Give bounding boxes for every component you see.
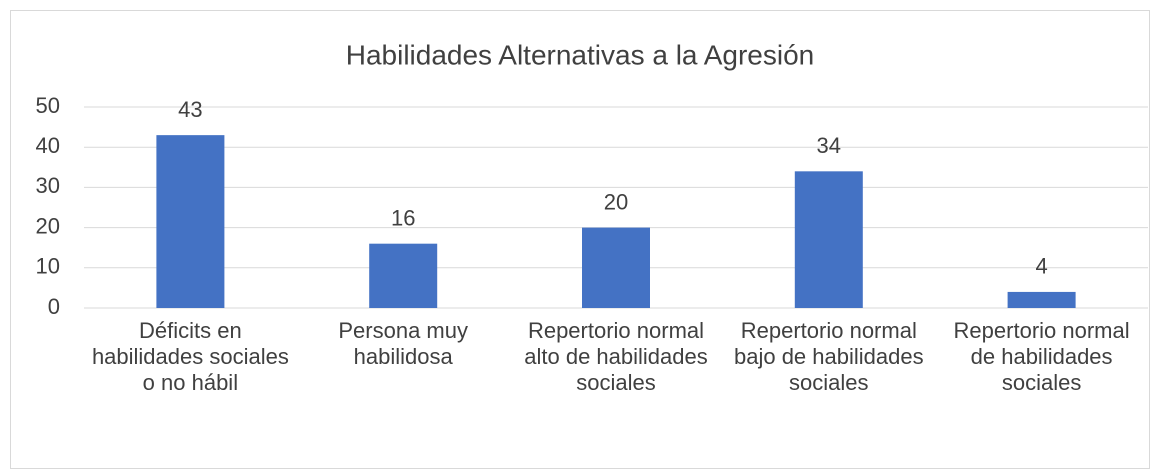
y-tick-label: 10 <box>36 254 60 279</box>
y-tick-label: 50 <box>36 93 60 118</box>
y-tick-label: 20 <box>36 213 60 238</box>
data-label: 34 <box>817 133 841 158</box>
x-tick-label-box: Repertorio normal bajo de habilidades so… <box>733 318 924 395</box>
x-tick-label: Repertorio normal bajo de habilidades so… <box>733 318 924 395</box>
data-label: 20 <box>604 189 628 214</box>
x-tick-label: Persona muy habilidosa <box>338 318 468 369</box>
data-label: 4 <box>1035 254 1047 279</box>
y-tick-label: 40 <box>36 133 60 158</box>
x-tick-label: Repertorio normal de habilidades sociale… <box>953 318 1130 395</box>
data-label: 43 <box>178 97 202 122</box>
chart-title: Habilidades Alternativas a la Agresión <box>346 39 815 70</box>
x-tick-label-box: Repertorio normal alto de habilidades so… <box>524 318 708 395</box>
x-tick-label-box: Déficits en habilidades sociales o no há… <box>91 318 289 395</box>
data-label: 16 <box>391 205 415 230</box>
x-tick-label-box: Persona muy habilidosa <box>338 318 468 369</box>
bar <box>156 135 225 308</box>
y-tick-label: 30 <box>36 173 60 198</box>
bar <box>1007 291 1076 308</box>
bar <box>582 227 650 308</box>
bar <box>794 171 863 308</box>
x-tick-label: Déficits en habilidades sociales o no há… <box>91 318 289 395</box>
bar <box>369 243 438 308</box>
y-tick-label: 0 <box>48 294 60 319</box>
x-tick-label: Repertorio normal alto de habilidades so… <box>524 318 708 395</box>
x-tick-label-box: Repertorio normal de habilidades sociale… <box>953 318 1130 395</box>
